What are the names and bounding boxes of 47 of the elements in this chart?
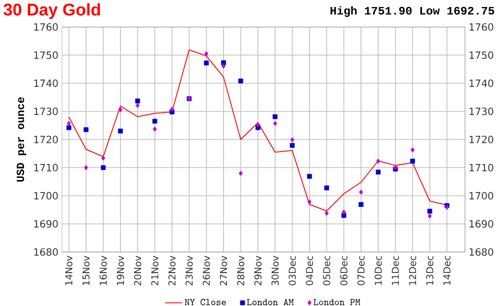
y2-tick-label: 1710 (470, 164, 494, 172)
x-tick-label: 03Dec (288, 256, 296, 286)
y2-tick-label: 1690 (470, 220, 494, 228)
x-tick-label: 16Nov (100, 256, 107, 285)
y2-tick-label: 1740 (470, 79, 494, 88)
x-tick-label: 07Dec (357, 256, 365, 286)
chart-title: 30 Day Gold (4, 3, 100, 19)
y-tick-label: 1760 (34, 23, 58, 31)
y2-tick-label: 1680 (470, 248, 494, 256)
y-tick-label: 1750 (34, 51, 58, 59)
x-tick-label: 23Nov (186, 256, 193, 286)
legend-label: London AM (247, 298, 294, 306)
y2-tick-label: 1730 (470, 108, 494, 116)
x-tick-label: 20Nov (134, 256, 142, 286)
x-tick-label: 12Dec (409, 256, 416, 285)
y2-tick-label: 1760 (470, 23, 494, 31)
y-tick-label: 1690 (34, 220, 58, 228)
y-tick-label: 1700 (34, 192, 58, 200)
x-tick-label: 06Dec (340, 256, 348, 286)
x-tick-label: 14Nov (65, 256, 72, 285)
chart-subtitle: High 1751.90 Low 1692.75 (330, 6, 494, 17)
x-tick-label: 04Dec (306, 256, 314, 286)
y-tick-label: 1740 (34, 79, 58, 88)
x-tick-label: 19Nov (116, 256, 124, 285)
y2-tick-label: 1700 (470, 192, 494, 200)
x-tick-label: 22Nov (168, 256, 176, 286)
y-axis-title: USD per ounce (16, 97, 26, 182)
y-tick-label: 1720 (34, 136, 58, 144)
x-tick-label: 30Nov (272, 256, 279, 286)
x-tick-label: 14Dec (443, 256, 450, 285)
y-tick-label: 1730 (34, 108, 58, 116)
x-tick-label: 15Nov (82, 256, 90, 285)
legend-label: London PM (314, 298, 360, 306)
x-tick-label: 11Dec (392, 256, 399, 285)
x-tick-label: 26Nov (202, 256, 210, 286)
x-tick-label: 27Nov (220, 256, 228, 286)
x-tick-label: 13Dec (426, 256, 434, 285)
x-tick-label: 28Nov (237, 256, 244, 286)
y-tick-label: 1680 (34, 248, 58, 256)
legend-label: NY Close (184, 298, 226, 306)
x-tick-label: 05Dec (323, 256, 330, 286)
y2-tick-label: 1720 (470, 136, 494, 144)
x-tick-label: 29Nov (254, 256, 262, 286)
x-tick-label: 21Nov (151, 256, 158, 286)
x-tick-label: 10Dec (374, 256, 382, 285)
y-tick-label: 1710 (34, 164, 58, 172)
y2-tick-label: 1750 (470, 51, 494, 59)
